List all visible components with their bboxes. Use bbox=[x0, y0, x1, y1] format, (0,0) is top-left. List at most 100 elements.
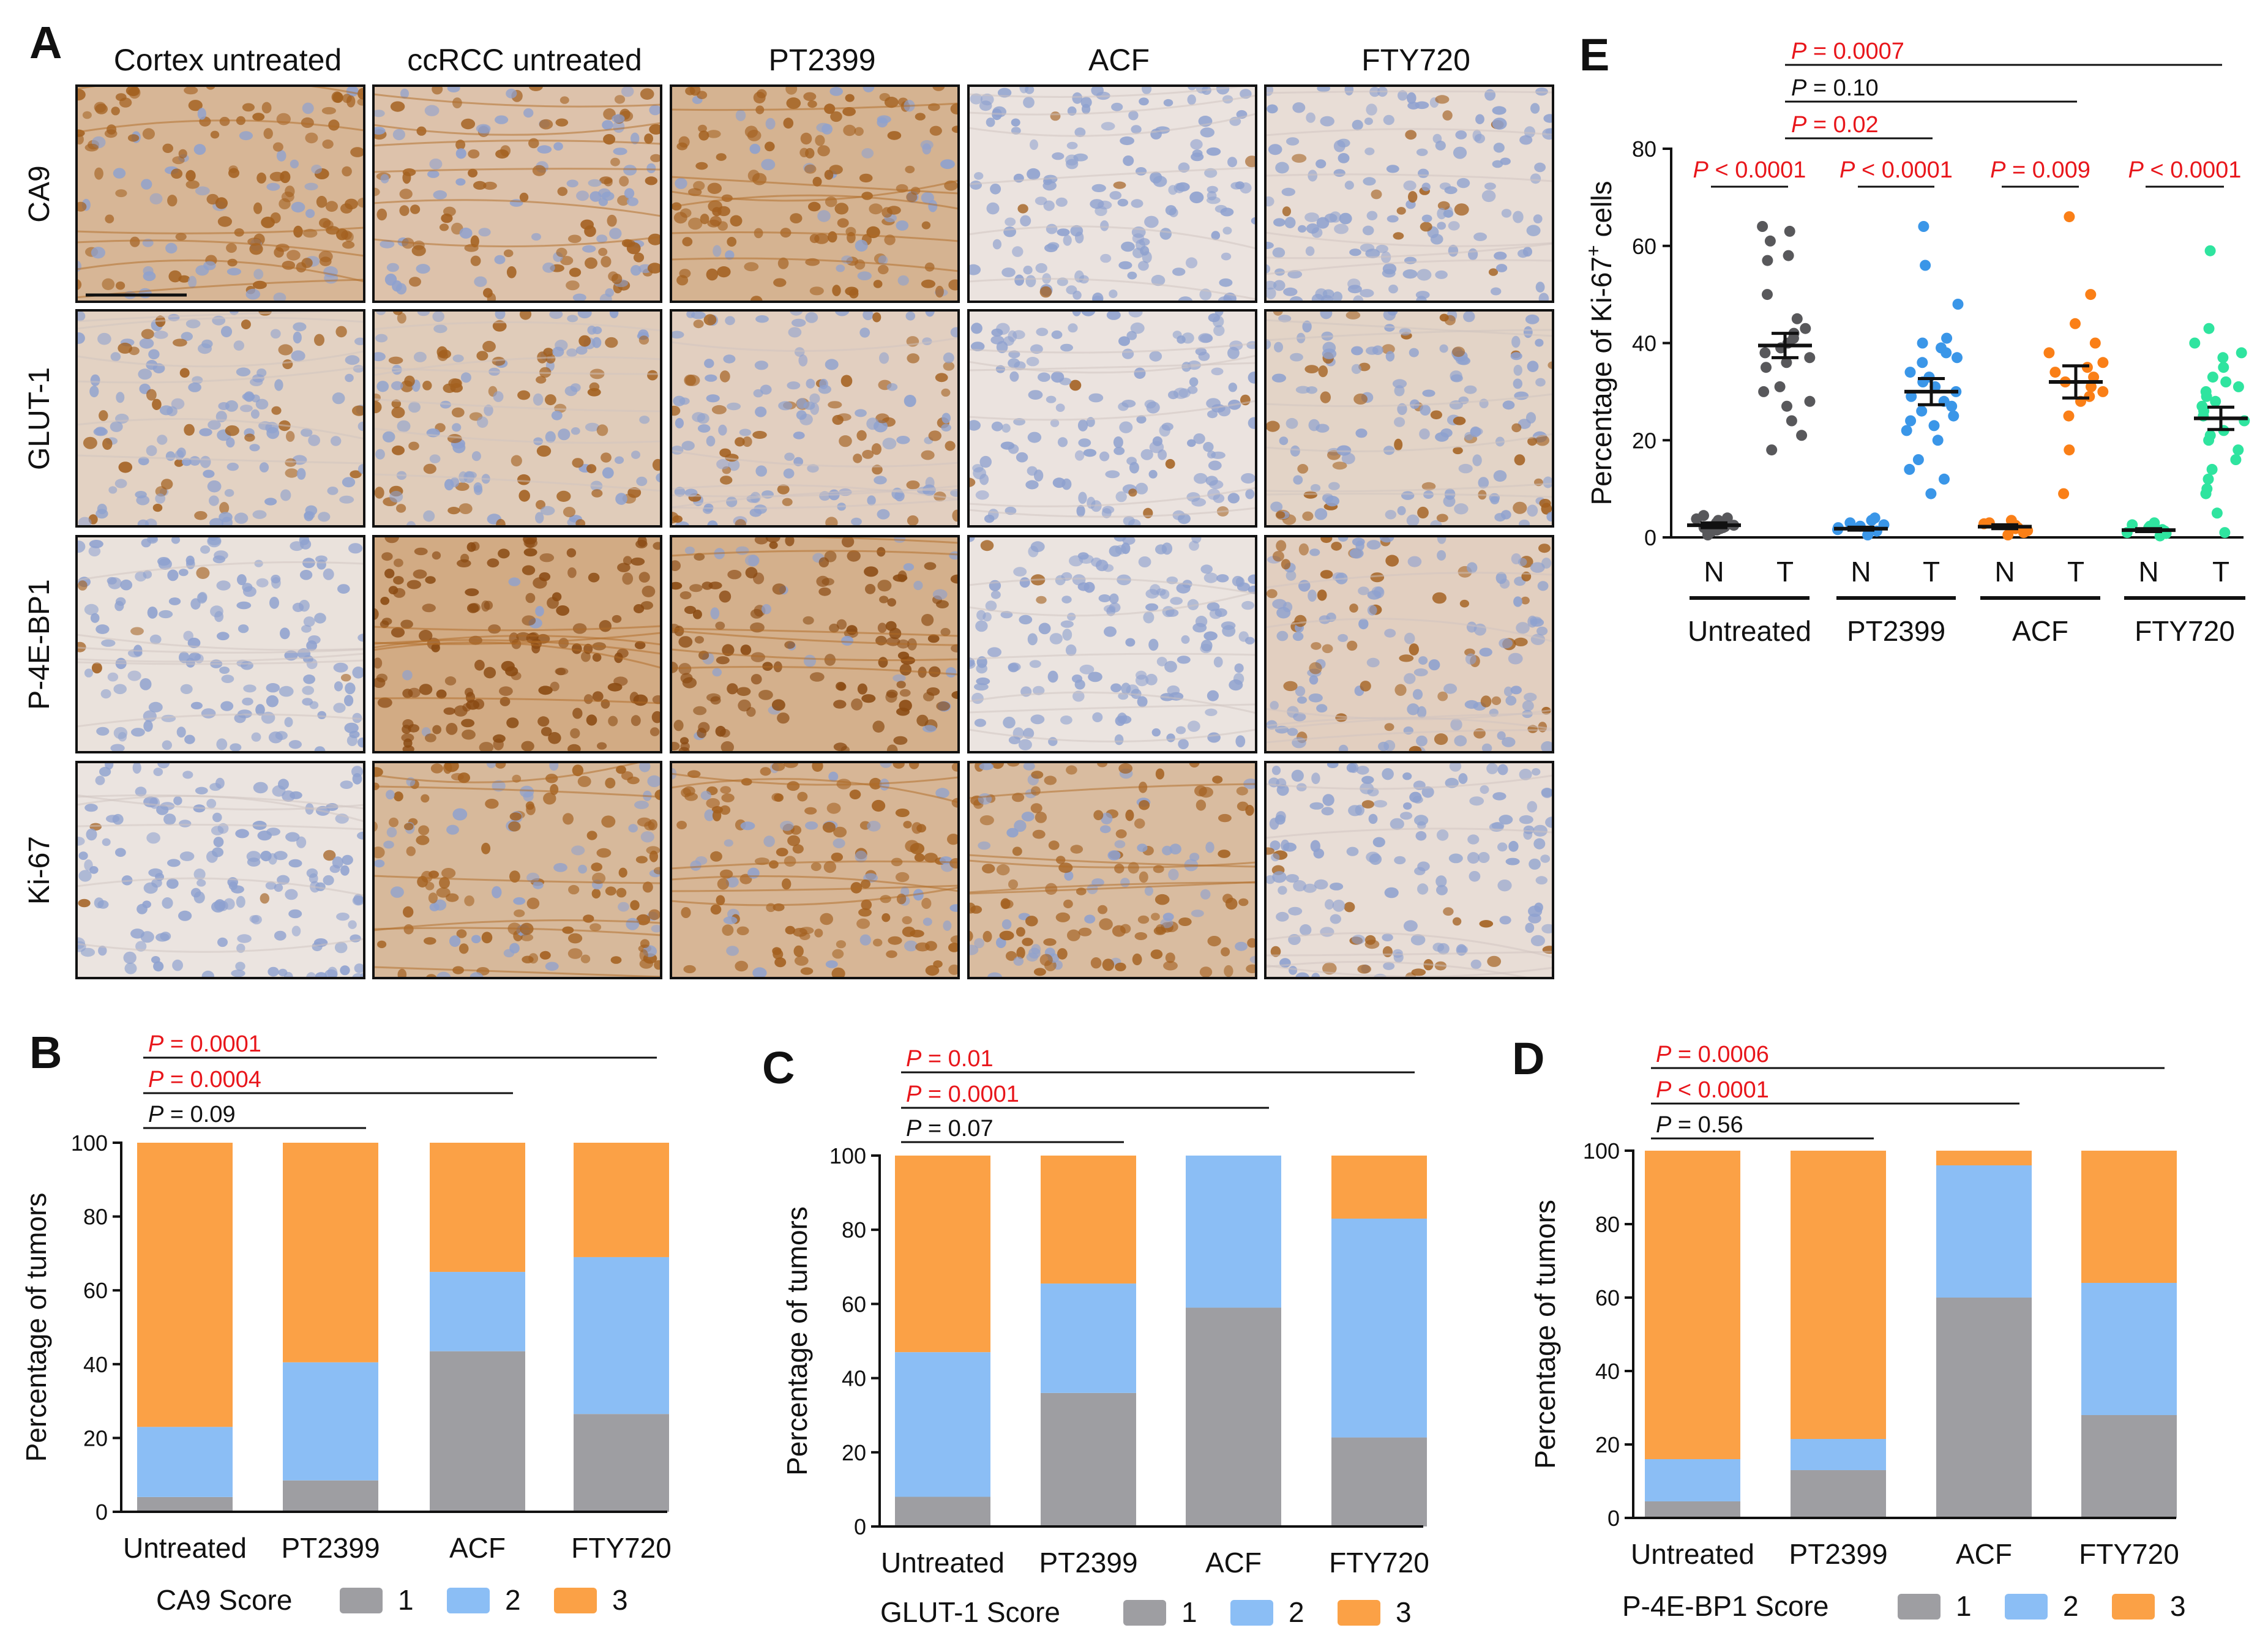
point-acf-t bbox=[2070, 318, 2081, 329]
nucleus bbox=[1005, 217, 1016, 226]
nucleus bbox=[707, 520, 718, 526]
nucleus bbox=[1311, 772, 1320, 785]
nucleus bbox=[616, 887, 627, 898]
membrane bbox=[77, 239, 364, 257]
nucleus bbox=[1092, 293, 1104, 302]
nucleus bbox=[1434, 733, 1448, 745]
nucleus bbox=[519, 310, 532, 320]
nucleus bbox=[1288, 906, 1303, 916]
nucleus bbox=[568, 884, 580, 895]
nucleus bbox=[1187, 439, 1196, 447]
nucleus bbox=[1347, 278, 1361, 290]
nucleus bbox=[1035, 812, 1047, 823]
nucleus bbox=[968, 944, 979, 955]
nucleus bbox=[1418, 168, 1429, 178]
nucleus bbox=[77, 311, 86, 321]
nucleus bbox=[893, 674, 906, 682]
nucleus bbox=[418, 825, 430, 835]
nucleus bbox=[1372, 837, 1385, 848]
membrane bbox=[373, 168, 661, 173]
point-pt2399-t bbox=[1948, 410, 1959, 422]
nucleus bbox=[639, 416, 650, 424]
nucleus bbox=[1019, 86, 1029, 94]
ihc-image-ki-67-acf bbox=[968, 762, 1256, 978]
nucleus bbox=[509, 870, 520, 883]
nucleus bbox=[799, 148, 809, 157]
nucleus bbox=[206, 799, 217, 809]
nucleus bbox=[1309, 662, 1322, 674]
nucleus bbox=[1145, 603, 1159, 611]
nucleus bbox=[783, 118, 794, 129]
nucleus bbox=[1338, 744, 1349, 752]
point-fty720-t bbox=[2204, 245, 2216, 256]
nucleus bbox=[745, 567, 758, 578]
nucleus bbox=[1393, 232, 1404, 240]
nucleus bbox=[1121, 241, 1135, 252]
nucleus bbox=[646, 163, 656, 173]
nucleus bbox=[437, 350, 448, 361]
nucleus bbox=[1346, 846, 1359, 856]
nucleus bbox=[1271, 766, 1281, 775]
nucleus bbox=[1384, 887, 1399, 899]
ihc-frame bbox=[1264, 535, 1554, 753]
nucleus bbox=[638, 335, 649, 345]
nucleus bbox=[758, 690, 773, 700]
nucleus bbox=[1352, 119, 1363, 130]
nucleus bbox=[327, 966, 338, 978]
nucleus bbox=[446, 824, 459, 835]
pvalue-label-2-p: P bbox=[148, 1102, 164, 1127]
nucleus bbox=[1193, 433, 1205, 444]
point-fty720-t bbox=[2217, 352, 2229, 364]
nucleus bbox=[922, 143, 932, 155]
nucleus bbox=[102, 838, 111, 846]
nucleus bbox=[1286, 137, 1300, 146]
y-tick-label-40: 40 bbox=[1632, 331, 1656, 356]
nucleus bbox=[115, 413, 129, 424]
nucleus bbox=[148, 701, 163, 712]
ihc-image-ca9-ccrcc-untreated bbox=[373, 86, 661, 302]
nucleus bbox=[243, 684, 256, 693]
nucleus bbox=[639, 762, 651, 772]
nucleus bbox=[618, 902, 629, 912]
nucleus bbox=[1454, 203, 1469, 216]
bar-pt2399-score-3 bbox=[1791, 1151, 1886, 1439]
nucleus bbox=[1324, 213, 1338, 223]
nucleus bbox=[354, 963, 364, 973]
nucleus bbox=[978, 841, 991, 850]
nucleus bbox=[1185, 257, 1198, 269]
x-tick-label-acf: ACF bbox=[1205, 1547, 1262, 1579]
nucleus bbox=[1298, 543, 1309, 556]
nucleus bbox=[77, 332, 85, 344]
x-tick-label-acf: ACF bbox=[1956, 1538, 2012, 1570]
within-pvalue-fty720: P < 0.0001 bbox=[2128, 157, 2242, 183]
nucleus bbox=[1458, 463, 1473, 474]
nucleus bbox=[825, 960, 838, 968]
nucleus bbox=[1137, 915, 1150, 924]
nucleus bbox=[528, 953, 539, 964]
nucleus bbox=[971, 323, 982, 334]
nucleus bbox=[288, 859, 302, 868]
nucleus bbox=[241, 660, 253, 670]
nucleus bbox=[808, 201, 821, 212]
nucleus bbox=[735, 437, 745, 447]
nucleus bbox=[82, 111, 92, 119]
nucleus bbox=[88, 546, 101, 557]
nucleus bbox=[1407, 703, 1420, 716]
nucleus bbox=[568, 933, 583, 944]
nucleus bbox=[380, 240, 395, 248]
membrane bbox=[77, 561, 364, 581]
nucleus bbox=[196, 567, 210, 579]
nucleus bbox=[84, 804, 98, 812]
nucleus bbox=[1348, 805, 1362, 816]
nucleus bbox=[612, 615, 622, 623]
nucleus bbox=[1458, 356, 1470, 365]
nucleus bbox=[1030, 541, 1045, 553]
nucleus bbox=[474, 659, 485, 671]
nucleus bbox=[932, 86, 945, 91]
nucleus bbox=[1351, 364, 1361, 375]
nucleus bbox=[303, 616, 315, 627]
nucleus bbox=[305, 209, 315, 219]
nucleus bbox=[1444, 315, 1456, 326]
nucleus bbox=[1320, 391, 1331, 403]
nucleus bbox=[1353, 295, 1364, 302]
